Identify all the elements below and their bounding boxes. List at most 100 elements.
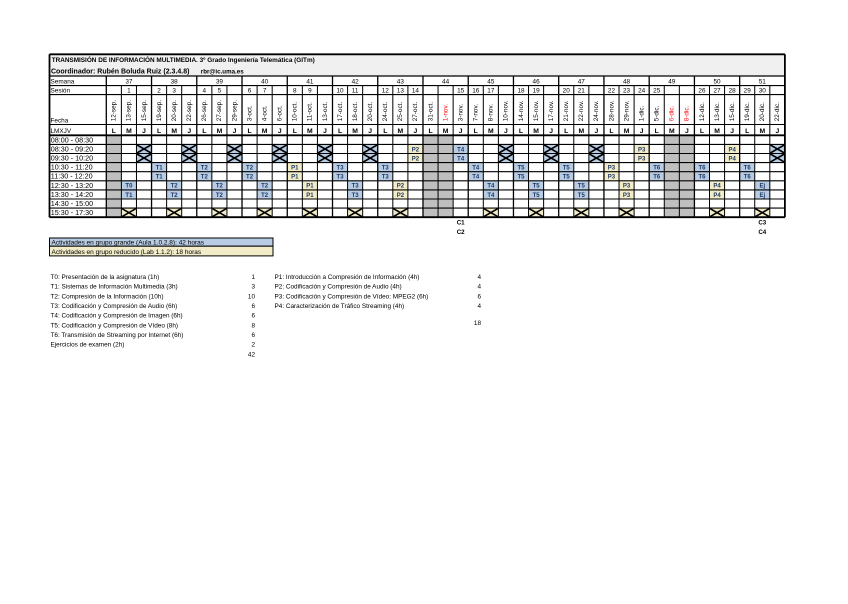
- svg-text:T6: T6: [698, 166, 706, 172]
- svg-text:47: 47: [578, 79, 586, 86]
- svg-text:44: 44: [442, 79, 450, 86]
- svg-text:M: M: [624, 128, 630, 135]
- svg-text:3: 3: [172, 88, 176, 95]
- svg-text:3: 3: [251, 284, 255, 291]
- svg-text:L: L: [745, 128, 749, 135]
- svg-text:T4: T4: [457, 156, 465, 162]
- svg-text:6: 6: [251, 313, 255, 320]
- svg-text:T5: T5: [578, 193, 586, 199]
- svg-text:P2: P2: [397, 184, 405, 190]
- svg-text:49: 49: [668, 79, 676, 86]
- svg-text:5: 5: [218, 88, 222, 95]
- svg-text:28: 28: [729, 88, 737, 95]
- svg-text:T5: T5: [563, 175, 571, 181]
- svg-text:51: 51: [759, 79, 767, 86]
- svg-text:21-nov.: 21-nov.: [563, 100, 570, 121]
- svg-text:T3: T3: [352, 193, 360, 199]
- svg-text:29-sep.: 29-sep.: [231, 100, 238, 122]
- svg-text:20-oct.: 20-oct.: [367, 102, 374, 122]
- svg-text:43: 43: [397, 79, 405, 86]
- svg-text:L: L: [293, 128, 297, 135]
- svg-text:22: 22: [608, 88, 616, 95]
- svg-text:J: J: [549, 128, 553, 135]
- svg-text:8: 8: [293, 88, 297, 95]
- svg-text:T4: T4: [472, 166, 480, 172]
- svg-text:T1: Sistemas de Información Mu: T1: Sistemas de Información Multimedia (…: [51, 284, 178, 291]
- svg-text:LMXJV: LMXJV: [51, 128, 72, 135]
- svg-text:7-nov.: 7-nov.: [473, 104, 480, 122]
- svg-text:P2: Codificación y Compresión: P2: Codificación y Compresión de Audio (…: [275, 284, 402, 291]
- svg-text:19-dic.: 19-dic.: [744, 102, 751, 121]
- svg-text:20-sep.: 20-sep.: [171, 100, 178, 122]
- svg-text:T3: T3: [352, 184, 360, 190]
- svg-text:12-dic.: 12-dic.: [699, 102, 706, 121]
- svg-text:17-nov.: 17-nov.: [548, 100, 555, 121]
- svg-text:T4: Codificación y Compresión: T4: Codificación y Compresión de Imagen …: [51, 313, 183, 320]
- svg-text:L: L: [202, 128, 206, 135]
- svg-text:T5: T5: [563, 166, 571, 172]
- svg-text:13-sep.: 13-sep.: [126, 100, 133, 122]
- svg-text:10-nov.: 10-nov.: [503, 100, 510, 121]
- svg-text:8-nov.: 8-nov.: [488, 104, 495, 122]
- svg-text:10:30 - 11:20: 10:30 - 11:20: [51, 163, 93, 172]
- svg-text:M: M: [352, 128, 358, 135]
- svg-text:J: J: [278, 128, 282, 135]
- svg-text:T4: T4: [457, 147, 465, 153]
- svg-text:19-sep.: 19-sep.: [156, 100, 163, 122]
- svg-text:Semana: Semana: [51, 79, 75, 86]
- svg-text:M: M: [171, 128, 177, 135]
- svg-text:6-oct.: 6-oct.: [277, 105, 284, 121]
- svg-text:J: J: [685, 128, 689, 135]
- svg-text:P3: P3: [608, 175, 616, 181]
- svg-text:T6: T6: [744, 166, 752, 172]
- svg-text:T1: T1: [125, 193, 133, 199]
- svg-text:6: 6: [477, 293, 481, 300]
- svg-text:J: J: [730, 128, 734, 135]
- svg-text:T2: T2: [201, 175, 209, 181]
- svg-text:Ej: Ej: [759, 193, 765, 199]
- svg-text:40: 40: [261, 79, 269, 86]
- svg-text:T5: T5: [517, 175, 525, 181]
- svg-text:J: J: [640, 128, 644, 135]
- svg-text:42: 42: [352, 79, 360, 86]
- svg-text:22-dic.: 22-dic.: [774, 102, 781, 121]
- svg-text:41: 41: [306, 79, 314, 86]
- svg-text:24-oct.: 24-oct.: [382, 102, 389, 122]
- svg-text:T3: T3: [382, 166, 390, 172]
- svg-text:J: J: [595, 128, 599, 135]
- svg-text:31-oct.: 31-oct.: [427, 102, 434, 122]
- svg-text:6-dic.: 6-dic.: [669, 105, 676, 121]
- svg-text:Actividades en grupo grande (A: Actividades en grupo grande (Aula 1.0.2.…: [52, 239, 205, 246]
- svg-text:11: 11: [352, 88, 359, 95]
- svg-text:21: 21: [578, 88, 586, 95]
- svg-text:3-oct.: 3-oct.: [246, 105, 253, 121]
- svg-text:12: 12: [382, 88, 390, 95]
- svg-text:1: 1: [127, 88, 131, 95]
- svg-text:T4: T4: [487, 193, 495, 199]
- svg-text:13:30 - 14:20: 13:30 - 14:20: [51, 190, 93, 199]
- svg-text:30: 30: [759, 88, 767, 95]
- svg-text:15-dic.: 15-dic.: [729, 102, 736, 121]
- svg-text:14: 14: [412, 88, 420, 95]
- svg-text:20-dic.: 20-dic.: [759, 102, 766, 121]
- svg-text:4-oct.: 4-oct.: [261, 105, 268, 121]
- svg-text:T2: T2: [201, 166, 209, 172]
- svg-text:27: 27: [713, 88, 721, 95]
- svg-text:C1: C1: [457, 219, 465, 226]
- svg-text:1-nov.: 1-nov.: [442, 104, 449, 122]
- svg-text:T6: T6: [698, 175, 706, 181]
- svg-text:T4: T4: [487, 184, 495, 190]
- svg-text:15: 15: [457, 88, 465, 95]
- svg-text:T2: T2: [171, 193, 179, 199]
- svg-text:14:30 - 15:00: 14:30 - 15:00: [51, 199, 93, 208]
- svg-text:Actividades en grupo reducido: Actividades en grupo reducido (Lab 1.1.2…: [52, 249, 202, 256]
- svg-text:24-nov.: 24-nov.: [593, 100, 600, 121]
- svg-text:L: L: [157, 128, 161, 135]
- svg-text:J: J: [142, 128, 146, 135]
- svg-text:T2: Compresión de la Informaci: T2: Compresión de la Información (10h): [51, 293, 164, 300]
- svg-text:T3: Codificación y Compresión: T3: Codificación y Compresión de Audio (…: [51, 303, 178, 310]
- svg-text:10: 10: [248, 293, 256, 300]
- svg-text:P4: Caracterización de Tráfico: P4: Caracterización de Tráfico Streaming…: [275, 303, 405, 310]
- svg-text:L: L: [247, 128, 251, 135]
- svg-text:P4: P4: [713, 193, 721, 199]
